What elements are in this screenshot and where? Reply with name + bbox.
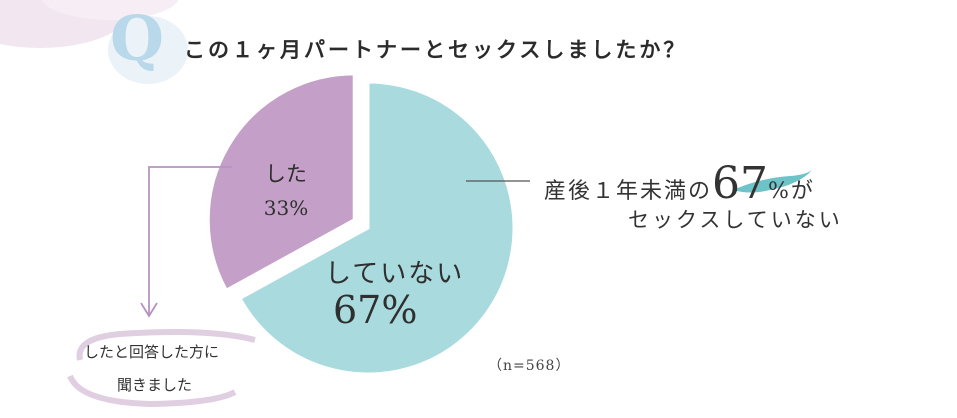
brush-stroke-decoration — [733, 170, 812, 193]
q-letter-shadow — [108, 16, 188, 84]
callout-line-1: 産後１年未満の67%が — [544, 158, 815, 209]
callout-line-2: セックスしていない — [628, 208, 843, 232]
q-letter: Q — [110, 2, 165, 75]
callout-percent-sign: % — [768, 179, 791, 204]
sample-size-note: （n=568） — [488, 358, 571, 374]
note-brush-ellipse — [67, 329, 256, 408]
question-title: この１ヶ月パートナーとセックスしましたか？ — [184, 38, 688, 62]
callout-big-number: 67 — [712, 158, 769, 209]
note-arrow — [140, 166, 232, 318]
pie-slice-did — [206, 72, 356, 293]
callout-prefix: 産後１年未満の — [544, 179, 713, 204]
note-line-2: 聞きました — [117, 376, 193, 394]
pie-chart — [206, 72, 516, 376]
slice-label-did: した — [265, 162, 307, 186]
pie-slice-not — [238, 80, 516, 376]
slice-value-not: 67% — [333, 288, 418, 332]
note-line-1: したと回答した方に — [84, 343, 220, 361]
watercolor-wash-decoration — [0, 0, 179, 48]
callout-suffix: が — [790, 179, 815, 204]
slice-label-not: していない — [325, 259, 465, 289]
slice-value-did: 33% — [263, 196, 309, 220]
